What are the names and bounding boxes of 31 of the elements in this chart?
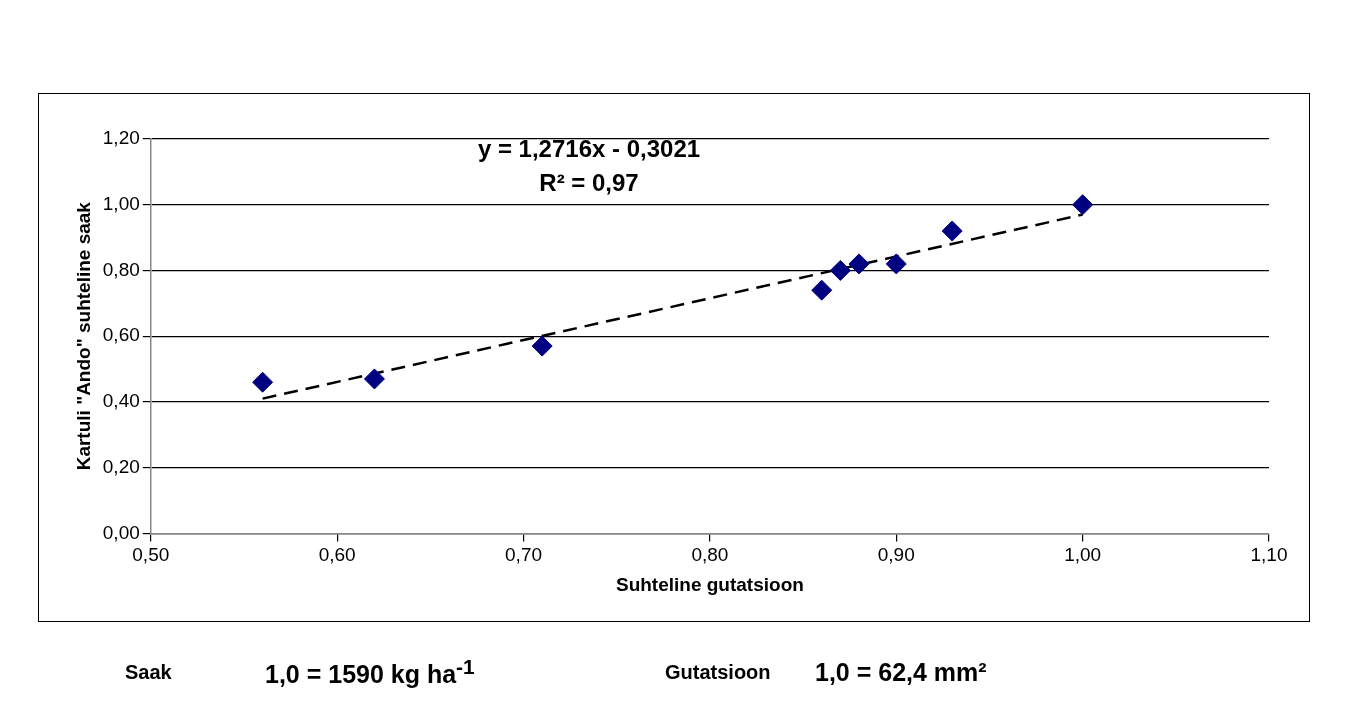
text: 1,0 = 1590 kg ha$^{-1}$	[265, 654, 476, 690]
y-tick-label: 0,00	[102, 521, 140, 543]
point	[1072, 194, 1094, 216]
y-tick-label: 1,00	[102, 192, 140, 214]
x-axis-title: Suhteline gutatsioon	[615, 573, 804, 595]
point	[531, 335, 553, 357]
point	[848, 253, 870, 275]
point	[252, 371, 274, 393]
x-tick-label: 0,50	[132, 544, 170, 566]
text: Saak	[125, 660, 173, 684]
annotation: R² = 0,97	[538, 168, 640, 198]
x-tick-label: 0,60	[318, 544, 356, 566]
y-tick-label: 0,60	[102, 324, 140, 346]
y-tick-label: 0,20	[102, 455, 140, 477]
x-tick-label: 0,70	[505, 544, 543, 566]
x-tick-label: 0,90	[877, 544, 915, 566]
y-tick-label: 1,20	[102, 127, 140, 149]
x-tick-label: 1,00	[1064, 544, 1102, 566]
point	[941, 220, 963, 242]
point	[885, 253, 907, 275]
text: 1,0 = 62,4 mm²	[815, 657, 988, 687]
y-tick-label: 0,40	[102, 390, 140, 412]
y-tick-label: 0,80	[102, 258, 140, 280]
y-axis-title: Kartuli "Ando" suhteline saak	[72, 201, 94, 471]
annotation: y = 1,2716x - 0,3021	[476, 134, 702, 164]
point	[363, 368, 385, 390]
point	[829, 259, 851, 281]
point	[811, 279, 833, 301]
x-tick-label: 0,80	[691, 544, 729, 566]
x-tick-label: 1,10	[1250, 544, 1288, 566]
text: Gutatsioon	[665, 660, 772, 684]
